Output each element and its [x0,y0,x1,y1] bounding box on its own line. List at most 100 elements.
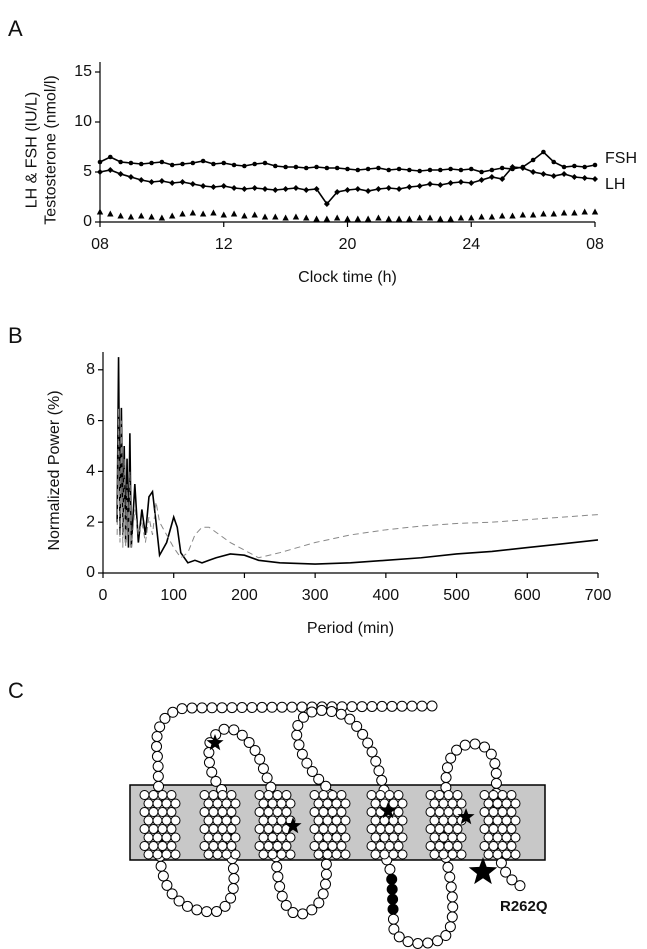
residue [199,841,210,851]
residue [387,903,399,915]
marker [303,165,309,171]
marker [406,215,413,222]
residue [296,748,308,760]
y-tick-label: 0 [86,564,95,581]
residue [151,750,163,762]
y-tick-label: 4 [86,463,95,480]
residue [443,807,454,817]
residue [291,729,303,741]
residue [226,824,237,834]
residue [501,815,512,826]
residue [469,738,481,750]
marker [251,211,258,218]
marker [571,209,578,216]
residue [266,701,278,713]
residue [263,841,274,851]
residue [276,849,287,860]
marker [242,163,247,169]
residue [166,807,177,817]
marker [97,159,103,165]
residue [153,780,165,792]
marker [169,162,175,168]
residue [319,878,331,890]
panel-label: B [8,323,23,348]
series-label: FSH [605,150,637,167]
residue [340,849,351,860]
residue [490,767,502,779]
residue [196,702,208,714]
marker [438,167,443,173]
residue [170,832,181,843]
marker [231,185,238,191]
residue [313,832,324,843]
residue [152,849,163,860]
y-axis-label: Normalized Power (%) [46,390,63,550]
residue [212,798,223,809]
residue [170,849,181,860]
residue [313,815,324,826]
residue [313,798,324,809]
residue [396,700,408,712]
marker [416,214,423,221]
residue [217,824,228,834]
residue [327,807,338,817]
residue [393,790,404,800]
residue [246,701,258,713]
marker [251,185,258,191]
marker [180,161,185,167]
residue [157,841,168,851]
x-tick-label: 0 [99,587,108,604]
residue [497,807,508,817]
marker [385,215,392,222]
marker [395,215,403,222]
residue [217,841,228,851]
residue [397,815,408,826]
residue [447,798,458,809]
residue [230,815,241,826]
marker [231,162,237,168]
y-tick-label: 6 [86,412,95,429]
marker [375,186,382,192]
marker [96,208,104,215]
marker [530,157,536,163]
residue [446,911,458,923]
residue [384,790,395,800]
marker [334,189,341,195]
residue [267,815,278,826]
residue [212,832,223,843]
residue [263,807,274,817]
residue [256,701,268,713]
residue [373,765,385,777]
residue [281,807,292,817]
marker [447,215,454,222]
residue [340,832,351,843]
residue [208,807,219,817]
residue [226,790,237,800]
residue [217,790,228,800]
residue [230,798,241,809]
residue [318,841,329,851]
x-axis-label: Clock time (h) [298,269,397,286]
residue [199,807,210,817]
marker [541,149,546,155]
residue [166,790,177,800]
series-label: LH [605,176,625,193]
residue [336,841,347,851]
residue [161,815,172,826]
residue [170,815,181,826]
marker [323,215,331,222]
residue [495,857,507,869]
residue [351,720,363,732]
marker [128,160,134,166]
residue [276,798,287,809]
residue [320,868,332,880]
x-tick-label: 08 [586,236,604,253]
marker [406,184,413,190]
residue [155,860,167,872]
residue [362,737,374,749]
residue [254,824,265,834]
residue [386,700,398,712]
residue [203,815,214,826]
residue [173,895,185,907]
marker [355,167,361,173]
